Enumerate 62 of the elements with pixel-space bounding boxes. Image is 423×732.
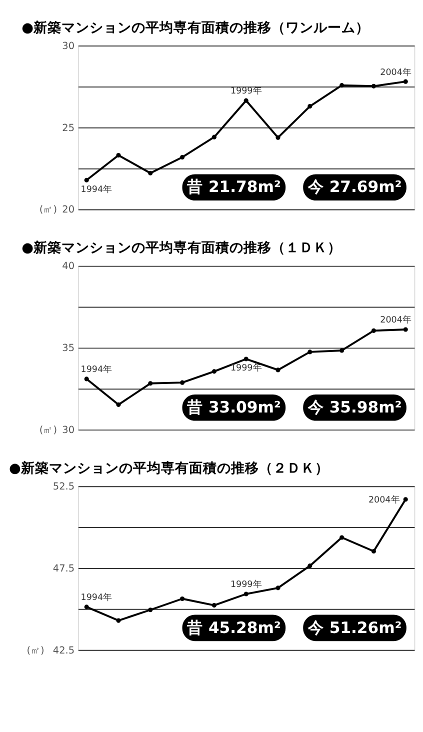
point: [371, 328, 376, 333]
chart-title: ●新築マンションの平均専有面積の推移（２ＤＫ）: [8, 459, 329, 476]
point: [212, 603, 216, 608]
point: [276, 135, 280, 140]
point: [180, 380, 185, 385]
point: [84, 178, 89, 182]
y-tick-label: 52.5: [52, 482, 75, 493]
y-axis-title: (㎡): [39, 204, 58, 216]
y-tick-label: 30: [62, 40, 75, 52]
annotation: 1994年: [80, 184, 112, 195]
annotation: 昔 33.09m²: [186, 398, 281, 417]
point: [84, 604, 89, 610]
point: [212, 369, 216, 374]
point: [308, 350, 312, 354]
point: [403, 327, 408, 332]
point: [116, 618, 121, 623]
annotation: 今 27.69m²: [306, 178, 402, 196]
annotation: 昔 45.28m²: [186, 618, 281, 637]
point: [276, 368, 280, 372]
point: [244, 356, 248, 362]
y-tick-label: 47.5: [52, 563, 75, 574]
point: [148, 608, 153, 612]
y-tick-label: 20: [62, 204, 75, 216]
annotation: 今 51.26m²: [306, 618, 402, 637]
point: [244, 592, 248, 596]
point: [244, 98, 248, 103]
point: [180, 154, 185, 160]
y-tick-label: 42.5: [52, 645, 75, 656]
point: [148, 170, 153, 176]
y-tick-label: 35: [62, 343, 75, 354]
y-axis-title: (㎡): [26, 645, 44, 656]
point: [276, 586, 280, 590]
y-axis-title: (㎡): [39, 424, 58, 436]
annotation: 昔 21.78m²: [186, 178, 281, 196]
point: [180, 596, 185, 602]
point: [148, 381, 153, 386]
point: [116, 402, 121, 407]
chart-title: ●新築マンションの平均専有面積の推移（ワンルーム）: [22, 18, 370, 36]
annotation: 今 35.98m²: [306, 398, 402, 417]
annotation: 2004年: [380, 314, 412, 326]
annotation: 1999年: [230, 579, 262, 590]
point: [308, 564, 312, 568]
annotation: 1999年: [230, 362, 262, 374]
annotation: 1994年: [80, 364, 112, 376]
point: [340, 535, 344, 540]
point: [403, 79, 408, 84]
point: [371, 84, 376, 88]
point: [371, 548, 376, 554]
y-tick-label: 30: [62, 424, 75, 436]
y-tick-label: 40: [62, 261, 75, 272]
chart-title: ●新築マンションの平均専有面積の推移（１ＤＫ）: [22, 239, 342, 256]
point: [212, 134, 216, 140]
annotation: 1994年: [80, 592, 112, 604]
annotation: 2004年: [380, 66, 412, 78]
point: [116, 152, 121, 158]
point: [308, 104, 312, 109]
annotation: 2004年: [368, 494, 400, 506]
point: [340, 83, 344, 88]
point: [403, 497, 408, 502]
point: [340, 348, 344, 353]
point: [84, 376, 89, 382]
y-tick-label: 25: [62, 122, 75, 134]
